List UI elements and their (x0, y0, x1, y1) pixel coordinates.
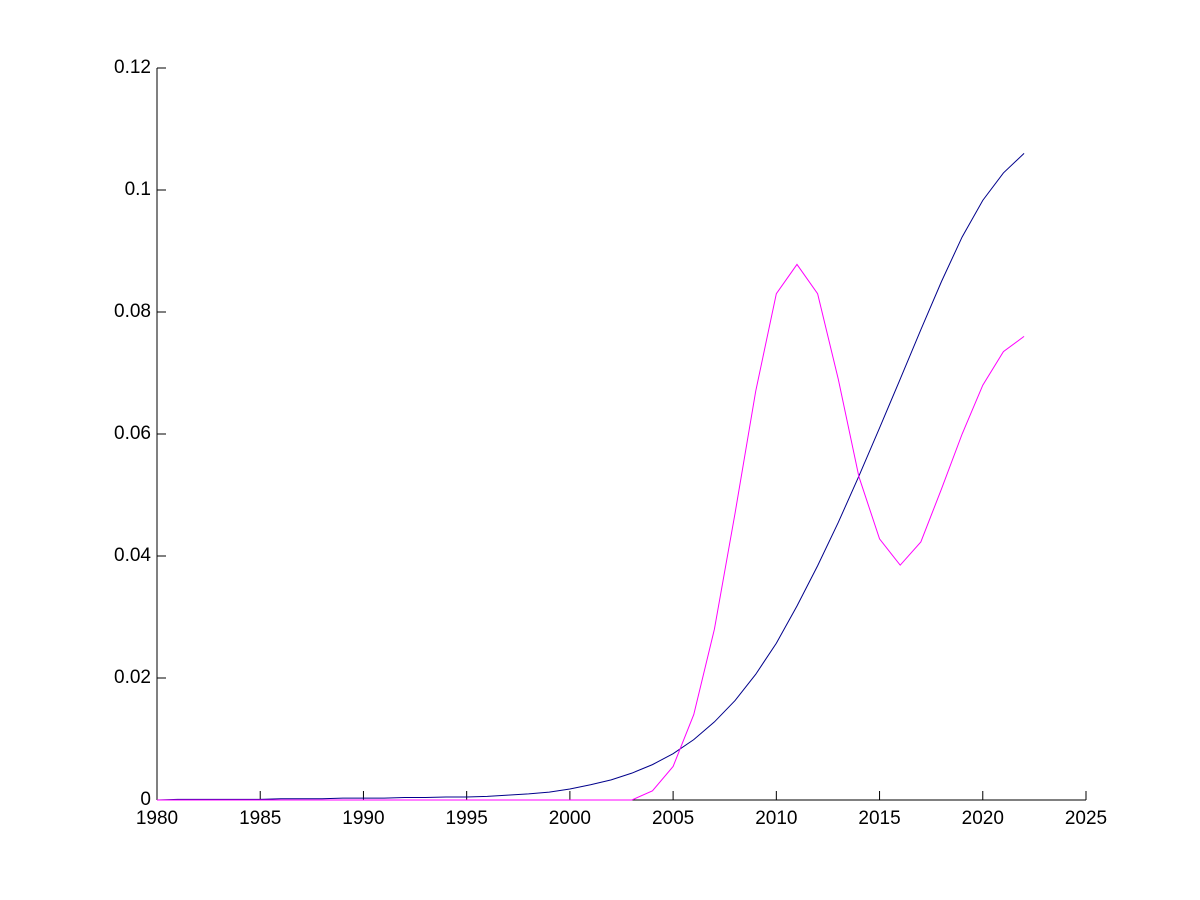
x-tick-label: 2020 (962, 808, 1004, 829)
y-tick-label: 0 (140, 789, 151, 810)
y-tick-label: 0.1 (125, 179, 151, 200)
x-tick-label: 2025 (1065, 808, 1107, 829)
y-tick-label: 0.08 (114, 301, 151, 322)
x-tick-label: 1990 (342, 808, 384, 829)
series-line (156, 153, 1025, 801)
y-tick-label: 0.02 (114, 667, 151, 688)
x-tick-label: 2010 (755, 808, 797, 829)
x-tick-label: 2005 (652, 808, 694, 829)
x-tick-label: 1980 (136, 808, 178, 829)
y-tick-label: 0.12 (114, 57, 151, 78)
x-tick-label: 2000 (549, 808, 591, 829)
y-tick-label: 0.04 (114, 545, 151, 566)
y-tick-label: 0.06 (114, 423, 151, 444)
x-tick-label: 2015 (858, 808, 900, 829)
x-tick-label: 1995 (446, 808, 488, 829)
series-line (157, 263, 1025, 801)
x-tick-label: 1985 (239, 808, 281, 829)
